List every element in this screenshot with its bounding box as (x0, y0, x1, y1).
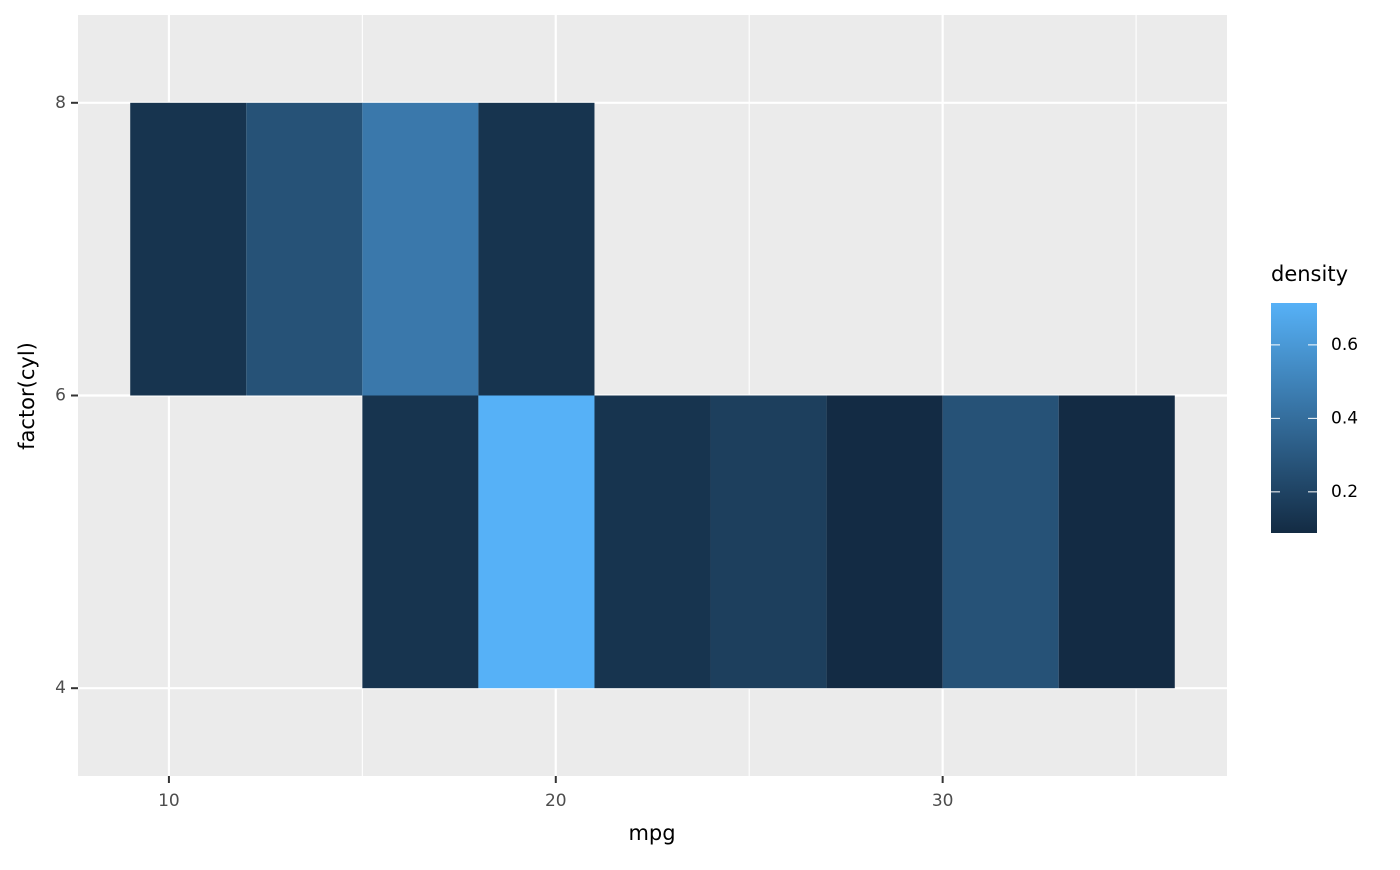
y-tick-label: 4 (55, 678, 66, 698)
x-tick-label: 20 (545, 791, 567, 811)
x-axis-title: mpg (628, 821, 675, 845)
colorbar-label: 0.4 (1331, 408, 1358, 428)
y-axis-title: factor(cyl) (15, 342, 39, 450)
heat-tile (362, 395, 479, 689)
colorbar-label: 0.2 (1331, 482, 1358, 502)
heat-tile (478, 395, 595, 689)
x-tick-label: 10 (158, 791, 180, 811)
heat-tile (362, 102, 479, 396)
y-tick-label: 6 (55, 386, 66, 406)
heat-tile (594, 395, 711, 689)
heat-tile (710, 395, 827, 689)
x-tick-label: 30 (932, 791, 954, 811)
y-tick-label: 8 (55, 93, 66, 113)
heat-tile (478, 102, 595, 396)
heat-tile (942, 395, 1059, 689)
heat-tile (1058, 395, 1175, 689)
colorbar-label: 0.6 (1331, 335, 1358, 355)
heat-tile (246, 102, 363, 396)
heat-tile (826, 395, 943, 689)
legend-title: density (1271, 262, 1348, 286)
heat-tile (130, 102, 247, 396)
